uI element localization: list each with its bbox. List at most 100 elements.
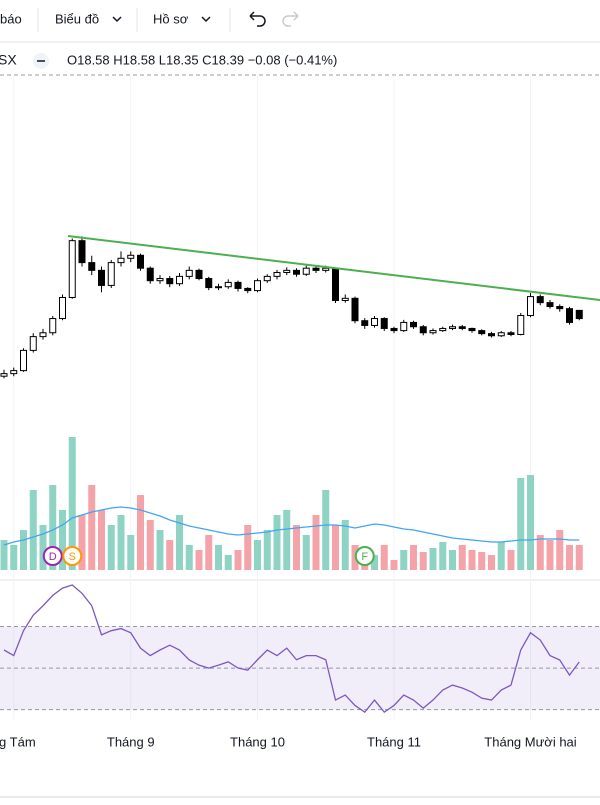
volume-bar (39, 525, 47, 570)
volume-bar (546, 540, 554, 570)
volume-bar (156, 530, 164, 570)
event-badge (42, 546, 63, 566)
toolbar-item[interactable]: Biểu đồ (55, 11, 99, 26)
candle-body (137, 254, 144, 269)
candle-body (302, 267, 310, 275)
candle-body (410, 321, 417, 328)
candle-body (380, 318, 388, 329)
volume-bar (244, 525, 252, 570)
candle-body (49, 318, 57, 334)
volume-ma-line (3, 506, 580, 546)
candle-body (166, 278, 174, 285)
volume-bar (68, 437, 76, 570)
volume-bar (458, 545, 466, 570)
event-badge (354, 546, 375, 566)
volume-bar (263, 530, 271, 570)
candle-body (351, 297, 359, 322)
candle-body (156, 278, 164, 282)
volume-bar (575, 545, 583, 570)
candle-body (205, 278, 213, 289)
volume-bar (527, 475, 534, 570)
volume-bar (517, 478, 525, 570)
volume-bar (254, 540, 261, 570)
rsi-band (0, 626, 600, 710)
undo-icon[interactable] (249, 11, 266, 27)
volume-bar (312, 515, 320, 570)
volume-bar (146, 520, 154, 570)
candle-body (322, 267, 330, 271)
volume-bar (215, 545, 222, 570)
volume-bar (117, 515, 125, 570)
candle-body (117, 257, 125, 264)
candle-body (215, 286, 222, 289)
volume-bar (468, 550, 476, 570)
volume-bar (371, 555, 378, 570)
candle-body (234, 281, 242, 289)
volume-bar (478, 552, 486, 570)
volume-bar (410, 545, 417, 570)
candle-body (68, 240, 76, 298)
event-badge (62, 546, 83, 566)
volume-bar (98, 510, 105, 570)
event-label: D (49, 551, 57, 563)
candle-body (458, 326, 466, 329)
symbol: SX (0, 52, 17, 68)
volume-bar (400, 550, 408, 570)
volume-bar (78, 515, 86, 570)
volume-bar (234, 550, 242, 570)
chevron (201, 16, 211, 23)
volume-bar (439, 542, 447, 570)
volume-bar (185, 545, 193, 570)
volume-bar (449, 550, 456, 570)
candle-body (419, 326, 427, 334)
volume-bar (429, 548, 437, 570)
candle-body (0, 373, 8, 377)
volume-bar (137, 495, 144, 570)
chevron (112, 16, 122, 23)
rsi-line (3, 584, 580, 713)
volume-bar (195, 550, 203, 570)
candle-body (497, 332, 505, 337)
candle-body (507, 332, 515, 335)
candle-body (29, 336, 37, 351)
volume-bar (390, 560, 398, 570)
candle-body (195, 269, 203, 280)
candle-body (107, 262, 115, 286)
candle-body (517, 315, 525, 335)
candle-body (98, 269, 105, 286)
candle-body (88, 262, 96, 271)
volume-bar (497, 542, 505, 570)
candle-body (146, 267, 154, 282)
volume-bar (302, 535, 310, 570)
candle-body (371, 318, 378, 326)
toolbar-item[interactable]: báo (0, 11, 22, 26)
x-tick-label: Tháng 9 (107, 734, 155, 749)
candle-body (488, 333, 495, 337)
volume-bar (332, 525, 339, 570)
volume-bar (556, 530, 564, 570)
volume-bar (488, 555, 495, 570)
candle-body (10, 370, 18, 375)
candle-body (127, 254, 135, 259)
candle-body (39, 332, 47, 338)
toolbar-item[interactable]: Hồ sơ (153, 11, 189, 26)
ohlc-legend: O18.58 H18.58 L18.35 C18.39 −0.08 (−0.41… (67, 52, 337, 67)
candle-body (20, 349, 27, 372)
candle-body (439, 327, 447, 332)
candle-body (176, 275, 183, 285)
volume-bar (166, 540, 174, 570)
volume-bar (283, 510, 291, 570)
volume-bar (380, 545, 388, 570)
volume-bar (29, 490, 37, 570)
candle-body (478, 330, 486, 335)
volume-bar (566, 545, 573, 570)
candle-body (283, 269, 291, 274)
volume-bar (536, 535, 544, 570)
x-tick-label: Tháng 10 (230, 734, 285, 749)
volume-bar (127, 535, 135, 570)
candle-body (244, 287, 252, 292)
redo-icon[interactable] (282, 11, 299, 27)
volume-bar (322, 490, 330, 570)
